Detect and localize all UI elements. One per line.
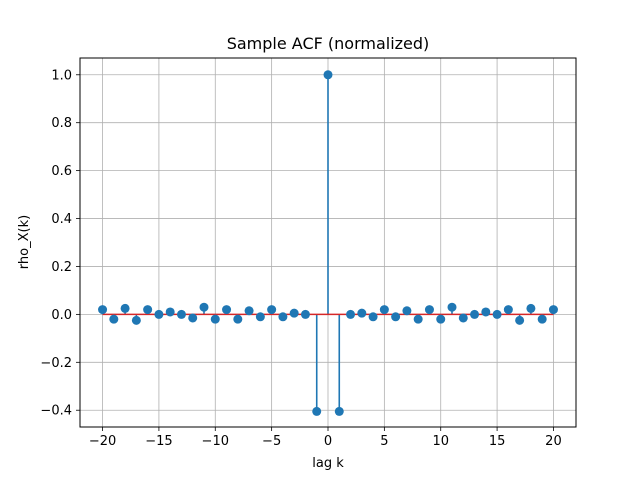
x-tick-label: 0 — [324, 434, 332, 449]
stem-marker — [548, 305, 558, 315]
stem-marker — [176, 309, 186, 319]
x-tick-label: 15 — [489, 434, 506, 449]
stem-marker — [481, 307, 491, 317]
stem-marker — [222, 305, 232, 315]
y-axis-label: rho_X(k) — [17, 215, 32, 269]
y-tick-label: 0.8 — [51, 116, 72, 131]
stem-marker — [154, 309, 164, 319]
y-tick-label: −0.4 — [40, 404, 72, 419]
chart-title: Sample ACF (normalized) — [227, 34, 430, 53]
y-axis-ticks: −0.4 −0.2 0.0 0.2 0.4 0.6 0.8 1.0 — [40, 68, 80, 419]
stem-marker — [199, 302, 209, 312]
stem-marker — [131, 315, 141, 325]
stem-marker — [98, 305, 108, 315]
stem-marker — [109, 314, 119, 324]
stem-marker — [289, 308, 299, 318]
stem-marker — [210, 314, 220, 324]
stem-marker — [244, 306, 254, 316]
marker-series — [98, 70, 558, 416]
stem-marker — [334, 406, 344, 416]
stem-marker — [267, 305, 277, 315]
stem-marker — [357, 308, 367, 318]
stem-marker — [312, 406, 322, 416]
stem-marker — [515, 315, 525, 325]
x-axis-label: lag k — [312, 456, 344, 471]
stem-marker — [143, 305, 153, 315]
stem-marker — [188, 313, 198, 323]
stem-marker — [368, 312, 378, 322]
x-axis-ticks: −20 −15 −10 −5 0 5 10 15 20 — [89, 427, 562, 449]
x-tick-label: −15 — [145, 434, 172, 449]
y-tick-label: −0.2 — [40, 356, 72, 371]
x-tick-label: 20 — [545, 434, 562, 449]
stem-marker — [346, 309, 356, 319]
x-tick-label: 10 — [432, 434, 449, 449]
stem-marker — [391, 312, 401, 322]
stem-marker — [424, 305, 434, 315]
x-tick-label: −5 — [262, 434, 281, 449]
y-tick-label: 1.0 — [51, 68, 72, 83]
stem-marker — [526, 303, 536, 313]
x-tick-label: −10 — [202, 434, 229, 449]
y-tick-label: 0.6 — [51, 164, 72, 179]
stem-marker — [492, 309, 502, 319]
stem-marker — [379, 305, 389, 315]
stem-marker — [255, 312, 265, 322]
y-tick-label: 0.4 — [51, 212, 72, 227]
stem-marker — [413, 314, 423, 324]
stem-marker — [503, 305, 513, 315]
stem-marker — [537, 314, 547, 324]
y-tick-label: 0.2 — [51, 260, 72, 275]
stem-marker — [165, 307, 175, 317]
stem-marker — [458, 313, 468, 323]
stem-marker — [470, 309, 480, 319]
stem-marker — [278, 312, 288, 322]
x-tick-label: 5 — [380, 434, 388, 449]
stem-marker — [402, 306, 412, 316]
y-tick-label: 0.0 — [51, 308, 72, 323]
stem-marker — [233, 314, 243, 324]
stem-marker — [120, 303, 130, 313]
stem-marker — [436, 314, 446, 324]
x-tick-label: −20 — [89, 434, 116, 449]
stem-marker — [447, 302, 457, 312]
stem-marker — [300, 309, 310, 319]
stem-marker — [323, 70, 333, 80]
